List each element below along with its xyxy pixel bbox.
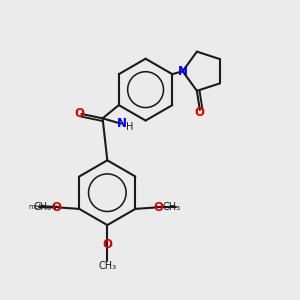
Text: O: O (153, 201, 163, 214)
Text: N: N (116, 117, 127, 130)
Text: N: N (178, 65, 188, 78)
Text: O: O (195, 106, 205, 119)
Text: O: O (52, 201, 61, 214)
Text: CH₃: CH₃ (163, 202, 181, 212)
Text: CH₃: CH₃ (34, 202, 52, 212)
Text: O: O (102, 238, 112, 251)
Text: methoxy: methoxy (28, 204, 58, 210)
Text: CH₃: CH₃ (98, 261, 116, 271)
Text: O: O (74, 107, 84, 120)
Text: H: H (126, 122, 134, 132)
